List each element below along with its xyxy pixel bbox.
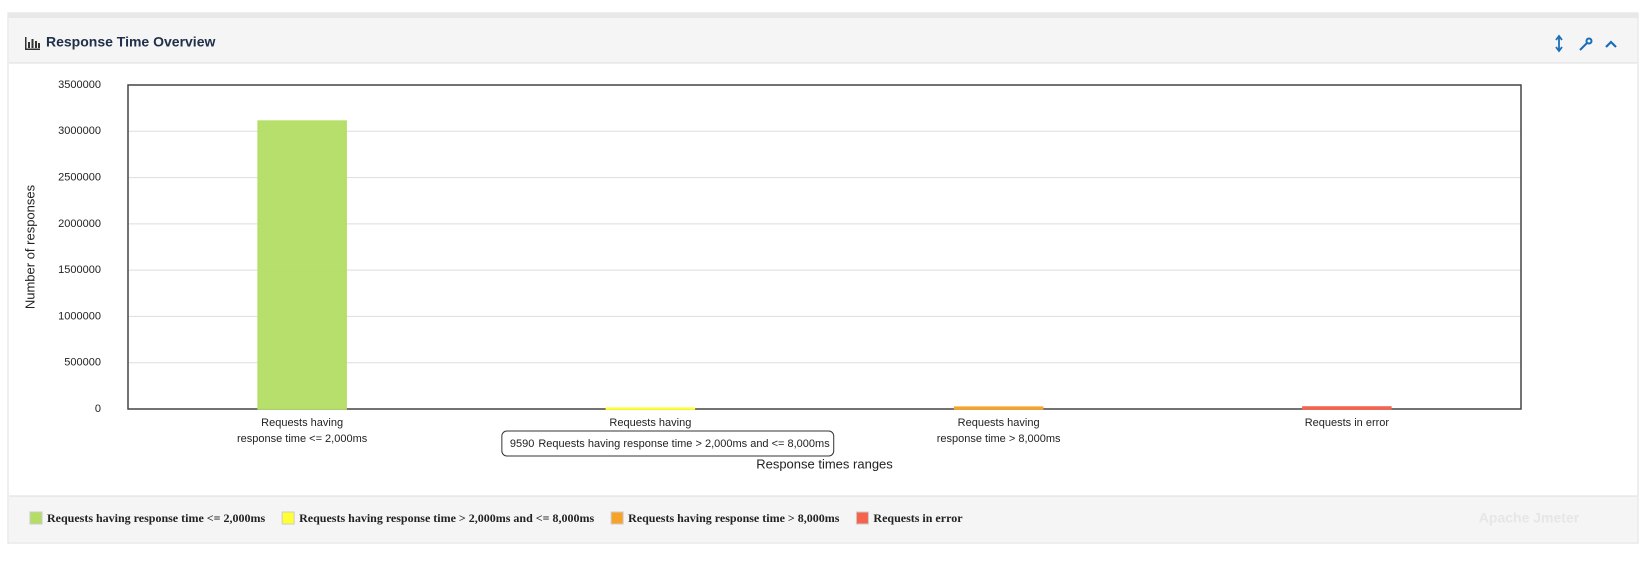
legend-label: Requests having response time > 2,000ms … bbox=[299, 511, 594, 525]
y-tick-label: 1000000 bbox=[58, 310, 101, 322]
x-tick-label: response time > 8,000ms bbox=[937, 433, 1061, 445]
legend-label: Requests having response time <= 2,000ms bbox=[47, 511, 265, 525]
plot-frame bbox=[127, 84, 1522, 410]
x-tick-label: Requests having bbox=[609, 417, 691, 429]
panel-title: Response Time Overview bbox=[46, 34, 215, 50]
collapse-button[interactable] bbox=[1605, 40, 1617, 48]
x-tick-label: Requests having bbox=[958, 417, 1040, 429]
y-tick-label: 2000000 bbox=[58, 218, 101, 230]
y-tick-label: 3500000 bbox=[58, 79, 101, 91]
y-axis-title: Number of responses bbox=[22, 184, 37, 309]
tooltip: 9590 Requests having response time > 2,00… bbox=[501, 430, 835, 457]
x-axis-title: Response times ranges bbox=[756, 456, 893, 471]
x-tick-label: response time <= 2,000ms bbox=[237, 433, 368, 445]
resize-button[interactable] bbox=[1555, 34, 1563, 53]
legend-swatch bbox=[29, 511, 43, 525]
tooltip-value: 9590 bbox=[510, 438, 534, 450]
tooltip-box bbox=[501, 430, 835, 457]
settings-button[interactable] bbox=[1579, 37, 1593, 51]
y-tick-label: 0 bbox=[95, 403, 101, 415]
panel-header bbox=[9, 18, 1637, 63]
legend-label: Requests in error bbox=[873, 511, 963, 525]
y-tick-label: 2500000 bbox=[58, 171, 101, 183]
y-tick-label: 500000 bbox=[64, 357, 101, 369]
legend-swatch bbox=[855, 511, 869, 525]
bar bbox=[257, 120, 347, 410]
legend-swatch bbox=[610, 511, 624, 525]
y-tick-label: 1500000 bbox=[58, 264, 101, 276]
tooltip-series: Requests having response time > 2,000ms … bbox=[538, 438, 830, 450]
chart-icon bbox=[25, 37, 40, 50]
x-tick-label: Requests in error bbox=[1305, 417, 1390, 429]
panel-top bbox=[8, 13, 1638, 18]
legend-swatch bbox=[281, 511, 295, 525]
bar bbox=[605, 407, 696, 410]
legend-area bbox=[9, 496, 1637, 542]
bar bbox=[953, 406, 1044, 410]
bar bbox=[1302, 406, 1392, 410]
y-tick-label: 3000000 bbox=[58, 125, 101, 137]
legend-label: Requests having response time > 8,000ms bbox=[628, 511, 840, 525]
x-tick-label: Requests having bbox=[261, 417, 343, 429]
tooltip-text: 9590 Requests having response time > 2,00… bbox=[510, 438, 830, 450]
watermark: Apache Jmeter bbox=[1479, 510, 1580, 526]
